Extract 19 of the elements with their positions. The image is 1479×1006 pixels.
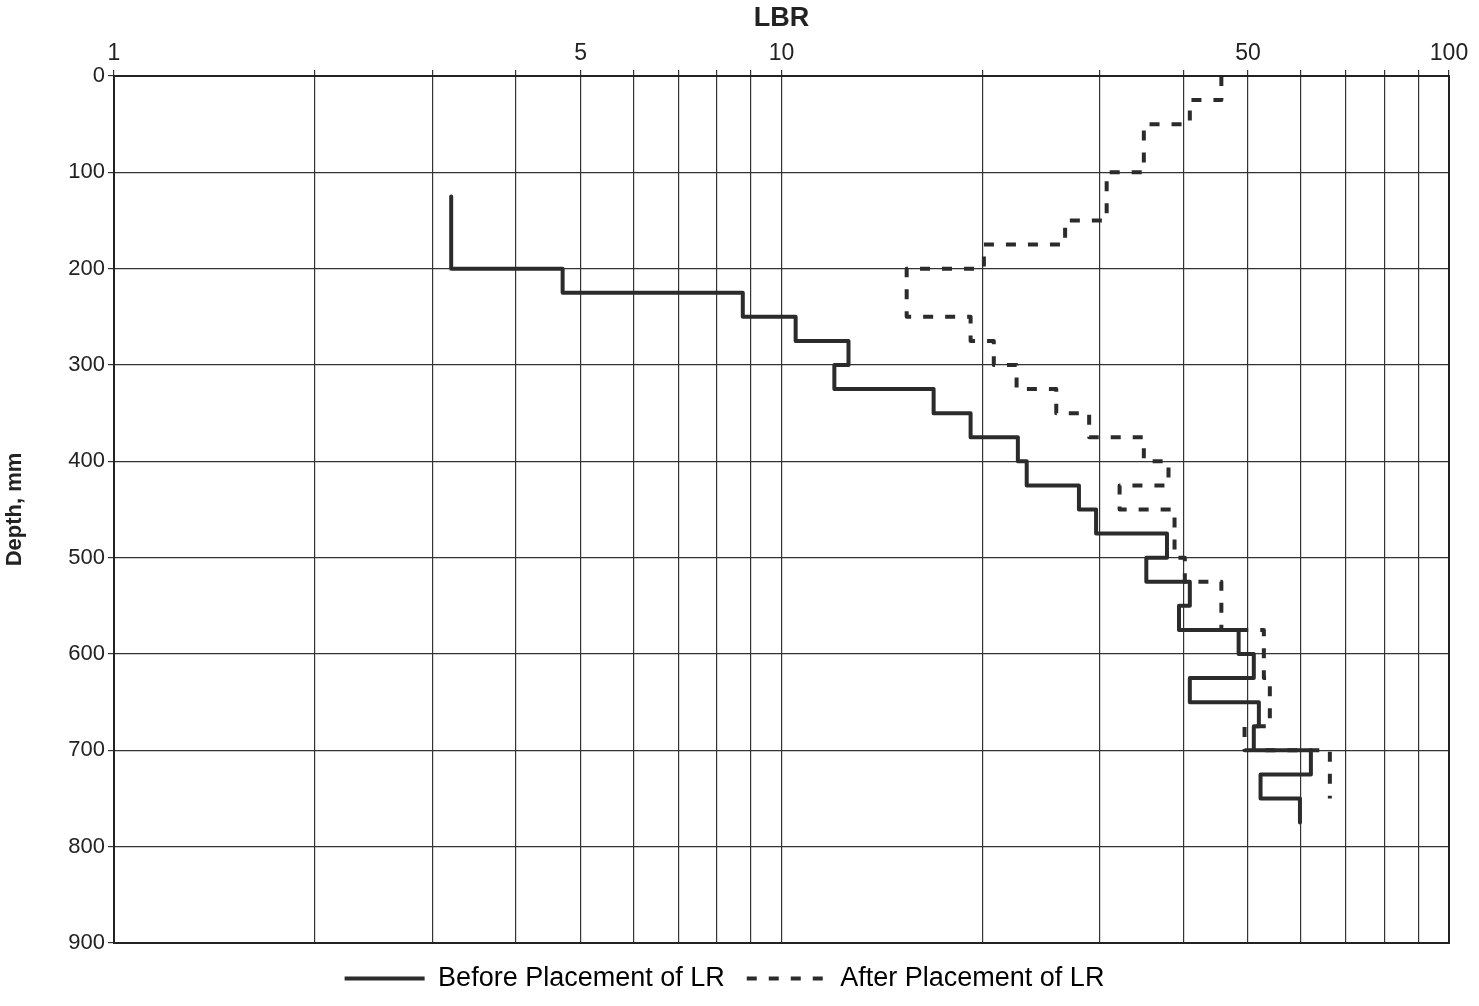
y-axis-title: Depth, mm — [1, 452, 27, 567]
y-tick-label: 900 — [68, 929, 105, 955]
legend-label: Before Placement of LR — [438, 961, 725, 992]
y-tick-label: 400 — [68, 447, 105, 473]
x-tick-label: 50 — [1235, 38, 1261, 65]
x-tick-label: 100 — [1429, 38, 1469, 65]
y-tick-label: 800 — [68, 832, 105, 858]
y-tick-label: 100 — [68, 158, 105, 184]
x-axis-title: LBR — [753, 1, 810, 32]
x-tick-label: 1 — [107, 38, 121, 65]
y-tick-label: 500 — [68, 543, 105, 569]
y-tick-label: 0 — [92, 62, 105, 88]
y-tick-label: 600 — [68, 640, 105, 666]
legend-label: After Placement of LR — [840, 961, 1105, 992]
x-tick-label: 10 — [768, 38, 795, 65]
y-tick-label: 200 — [68, 254, 105, 280]
y-tick-label: 700 — [68, 736, 105, 762]
x-tick-label: 5 — [574, 38, 587, 65]
y-tick-label: 300 — [68, 351, 105, 377]
